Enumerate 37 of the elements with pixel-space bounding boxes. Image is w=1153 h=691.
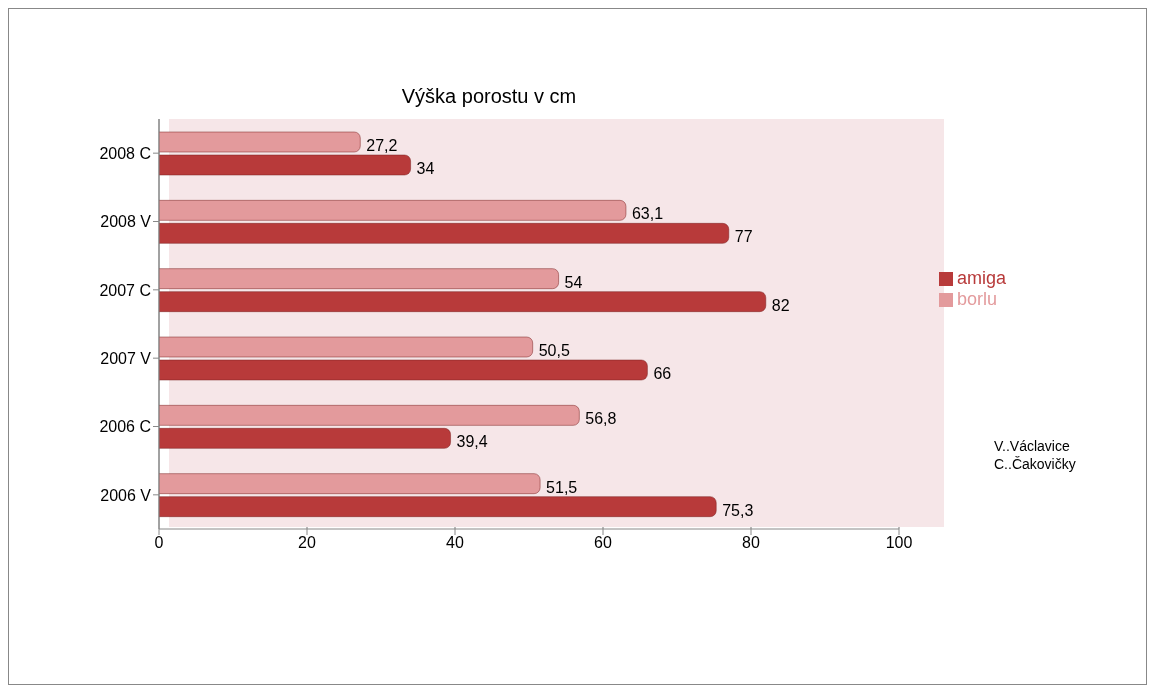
x-tick-label: 0	[154, 534, 164, 552]
y-tick-label: 2006 V	[100, 486, 152, 504]
data-label: 56,8	[585, 410, 617, 428]
y-tick-label: 2007 C	[99, 281, 151, 299]
data-label: 51,5	[546, 478, 578, 496]
text: V..Václavice	[994, 437, 1071, 455]
text: C..Čakovičky	[994, 455, 1076, 473]
data-label: 27,2	[366, 137, 398, 154]
bar	[159, 473, 541, 494]
bar	[159, 496, 717, 517]
data-label: 34	[416, 160, 435, 177]
x-tick-label: 20	[298, 534, 316, 552]
y-tick-label: 2008 V	[100, 213, 152, 231]
chart-title: Výška porostu v cm	[400, 85, 578, 108]
data-label: 75,3	[722, 501, 754, 519]
data-label: 39,4	[456, 433, 488, 451]
data-label: 82	[771, 296, 790, 314]
legend-label: amiga	[957, 268, 1007, 288]
x-tick-label: 60	[594, 534, 612, 552]
legend-label: borlu	[957, 289, 998, 309]
data-label: 63,1	[631, 205, 664, 223]
data-label: 54	[564, 273, 583, 291]
bar	[159, 200, 627, 221]
bar	[159, 268, 559, 289]
bar	[159, 223, 730, 244]
x-tick-label: 40	[446, 534, 464, 552]
y-tick-label: 2006 C	[99, 418, 151, 436]
bar	[159, 291, 767, 312]
x-tick-label: 100	[885, 534, 913, 552]
y-tick-label: 2007 V	[100, 349, 152, 367]
y-tick-label: 2008 C	[99, 144, 151, 162]
bar	[159, 405, 580, 426]
data-label: 50,5	[538, 342, 570, 359]
bar	[159, 428, 451, 449]
x-tick-label: 80	[742, 534, 760, 552]
data-label: 66	[653, 365, 672, 382]
data-label: 77	[734, 228, 753, 246]
